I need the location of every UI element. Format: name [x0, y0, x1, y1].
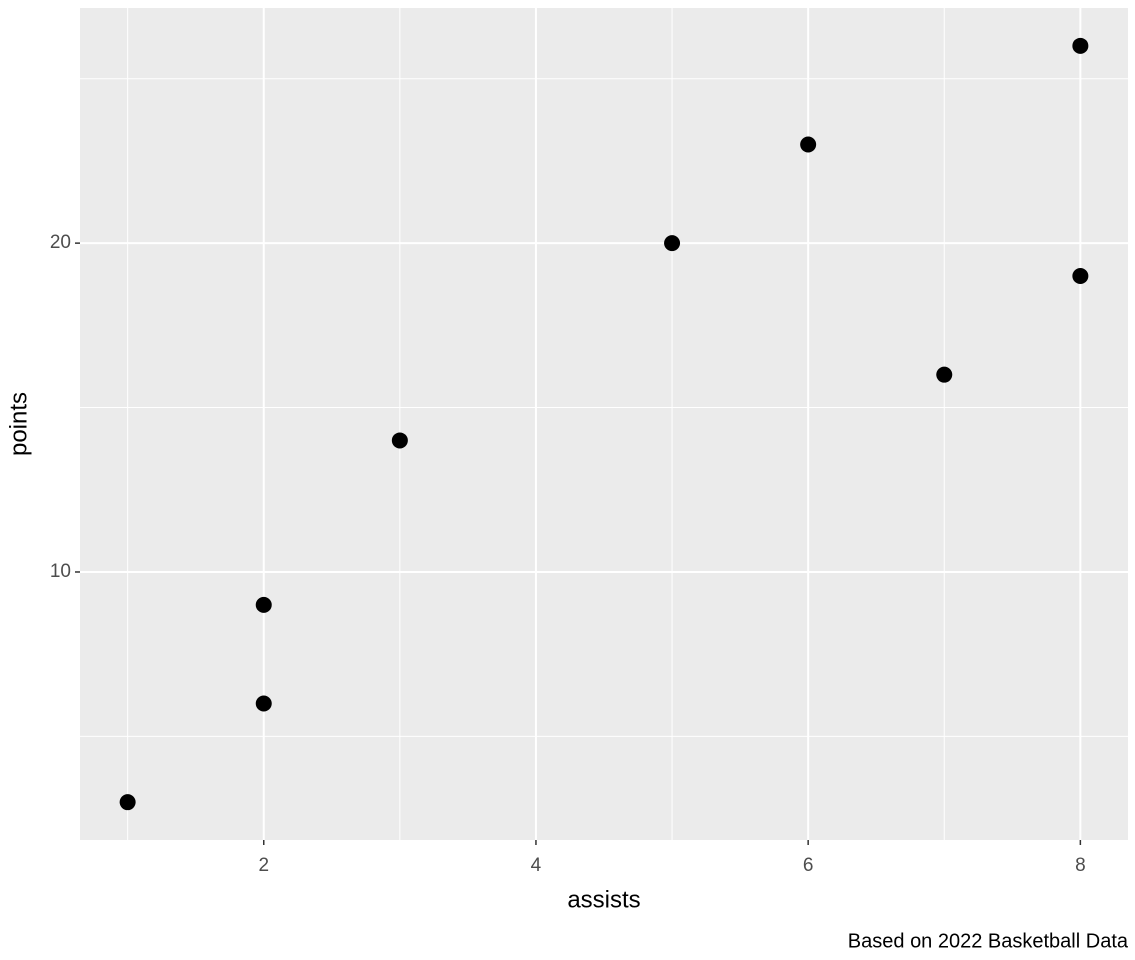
- x-tick-label: 4: [531, 855, 542, 876]
- point: [255, 695, 272, 712]
- point: [119, 794, 136, 811]
- point: [255, 596, 272, 613]
- y-axis-title: points: [5, 392, 32, 456]
- point: [1072, 268, 1089, 285]
- point: [664, 235, 681, 252]
- x-tick-label: 8: [1075, 855, 1086, 876]
- point: [391, 432, 408, 449]
- x-tick-label: 6: [803, 855, 814, 876]
- point: [1072, 37, 1089, 54]
- point: [800, 136, 817, 153]
- caption: Based on 2022 Basketball Data: [848, 930, 1129, 952]
- x-tick-label: 2: [258, 855, 269, 876]
- x-axis-title: assists: [567, 886, 640, 913]
- y-tick-label: 20: [50, 232, 71, 253]
- panel: [80, 8, 1128, 840]
- point: [936, 366, 953, 383]
- y-tick-label: 10: [50, 561, 71, 582]
